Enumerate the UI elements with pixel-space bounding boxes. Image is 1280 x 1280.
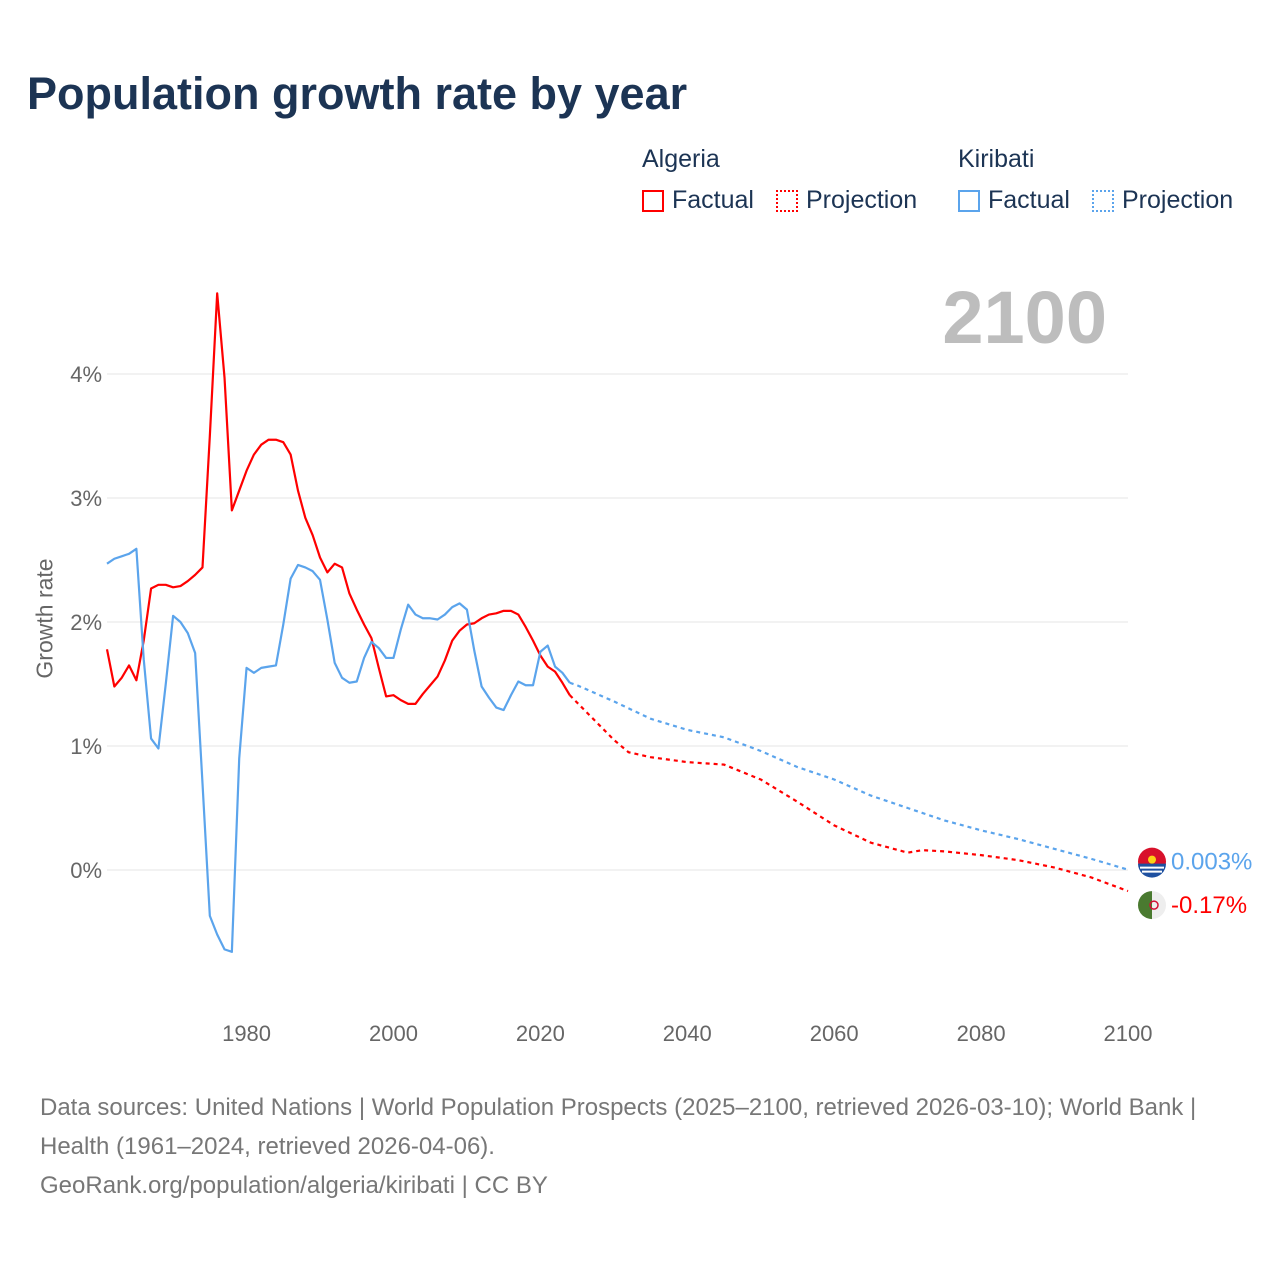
series-kiribati-projection-line <box>569 681 1129 871</box>
x-tick-label: 2020 <box>516 1021 565 1046</box>
legend-kiribati-projection[interactable]: Projection <box>1092 186 1233 215</box>
flag-sun <box>1148 855 1156 864</box>
chart-title: Population growth rate by year <box>27 68 688 119</box>
end-value-label: -0.17% <box>1171 892 1247 919</box>
x-tick-label: 2000 <box>369 1021 418 1046</box>
y-tick-label: 1% <box>70 734 102 759</box>
data-sources: Data sources: United Nations | World Pop… <box>40 1094 1197 1160</box>
legend-swatch-solid <box>958 189 980 212</box>
legend-label: Factual <box>988 186 1070 214</box>
x-tick-label: 2100 <box>1104 1021 1153 1046</box>
flag-crescent <box>1149 900 1159 910</box>
algeria-flag-icon <box>1138 891 1166 920</box>
x-tick-label: 1980 <box>222 1021 271 1046</box>
legend-kiribati-factual[interactable]: Factual <box>958 186 1070 215</box>
current-year-label: 2100 <box>942 276 1107 359</box>
kiribati-flag-icon <box>1138 847 1167 878</box>
legend-swatch-solid <box>642 189 664 212</box>
footer: Data sources: United Nations | World Pop… <box>40 1088 1240 1205</box>
source-link[interactable]: GeoRank.org/population/algeria/kiribati … <box>40 1172 548 1199</box>
legend-group-kiribati: Kiribati <box>958 145 1035 173</box>
y-tick-label: 2% <box>70 610 102 635</box>
flag-waves <box>1140 866 1164 873</box>
y-tick-label: 4% <box>70 362 102 387</box>
series-algeria-factual-line <box>105 292 571 705</box>
series-kiribati-factual-line <box>106 547 571 953</box>
x-tick-label: 2060 <box>810 1021 859 1046</box>
legend-swatch-dotted <box>776 189 798 212</box>
legend-swatch-dotted <box>1092 189 1114 212</box>
legend-label: Factual <box>672 186 754 214</box>
legend-algeria-factual[interactable]: Factual <box>642 186 754 215</box>
legend-label: Projection <box>1122 186 1234 214</box>
legend-algeria-projection[interactable]: Projection <box>776 186 917 215</box>
series-algeria-projection-line <box>568 694 1129 893</box>
legend-label: Projection <box>806 186 918 214</box>
x-tick-label: 2080 <box>957 1021 1006 1046</box>
y-tick-label: 3% <box>70 486 102 511</box>
end-value-label: 0.003% <box>1171 849 1252 876</box>
y-tick-label: 0% <box>70 858 102 883</box>
flag-green <box>1138 891 1152 920</box>
legend-group-algeria: Algeria <box>642 145 720 173</box>
x-tick-label: 2040 <box>663 1021 712 1046</box>
